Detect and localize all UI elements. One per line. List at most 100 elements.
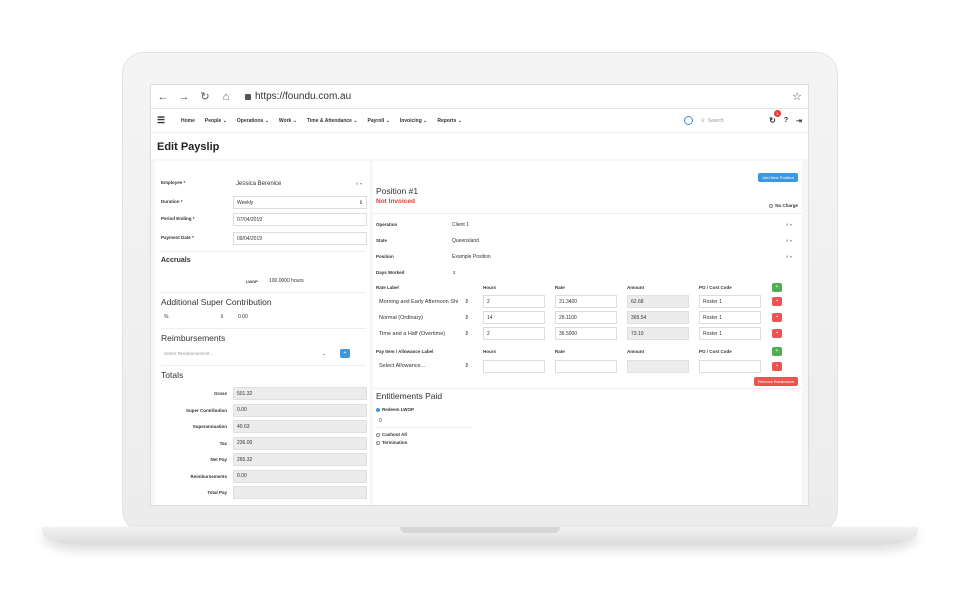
- rate-code-input[interactable]: Roster 1: [699, 327, 761, 340]
- nav-reports[interactable]: Reports ⌄: [437, 117, 462, 124]
- add-reimbursement-button[interactable]: +: [340, 349, 350, 358]
- nav-operations[interactable]: Operations ⌄: [236, 117, 269, 124]
- rate-amount-field: 62.68: [627, 295, 689, 308]
- allowance-select[interactable]: Select Allowance... ⇕: [376, 359, 472, 372]
- rate-column-header: Rate: [555, 285, 565, 290]
- termination-radio[interactable]: Termination: [376, 440, 407, 445]
- hamburger-icon[interactable]: ☰: [157, 115, 166, 125]
- delete-rate-button[interactable]: ▪: [772, 297, 782, 306]
- reload-icon[interactable]: ↻: [200, 91, 210, 103]
- duration-label: Duration *: [161, 199, 183, 204]
- laptop-notch: [400, 527, 560, 533]
- lwop-value: 100.0000 hours: [269, 278, 304, 284]
- position-select[interactable]: Example Position ✕ ▾: [449, 250, 795, 263]
- position-panel: Add New Position Position #1 Not Invoice…: [373, 161, 802, 505]
- total-value: [233, 486, 367, 499]
- no-charge-checkbox[interactable]: No Charge: [769, 203, 798, 208]
- back-icon[interactable]: ←: [157, 90, 169, 103]
- employee-label: Employee *: [161, 180, 186, 185]
- employee-select[interactable]: Jessica Berenice ✕ ▾: [233, 177, 365, 190]
- rate-value-input[interactable]: 31.3400: [555, 295, 617, 308]
- total-value: 0.00: [233, 469, 367, 483]
- bookmark-star-icon[interactable]: ☆: [792, 91, 802, 103]
- rate-hours-input[interactable]: 2: [483, 327, 545, 340]
- rate-label-select[interactable]: Morning and Early Afternoon Shi ⇕: [376, 295, 472, 308]
- position-label: Position: [376, 254, 394, 259]
- nav-home[interactable]: Home: [181, 117, 195, 124]
- globe-icon[interactable]: [684, 116, 694, 125]
- rate-column-header: Hours: [483, 285, 497, 290]
- divider: [161, 365, 366, 366]
- pay-item-column-header: Hours: [483, 349, 497, 354]
- home-icon[interactable]: ⌂: [222, 90, 230, 103]
- rate-value-input[interactable]: 36.5000: [555, 327, 617, 340]
- notification-icon[interactable]: ↻ 1: [769, 110, 781, 125]
- super-type-select[interactable]: % ⇕: [161, 310, 227, 323]
- logout-icon[interactable]: ⇥: [796, 117, 802, 125]
- rate-value-input[interactable]: 26.1100: [555, 311, 617, 324]
- search-input[interactable]: ⚲ Search: [701, 117, 724, 124]
- total-value: 265.32: [233, 453, 367, 466]
- address-bar[interactable]: https://foundu.com.au: [245, 91, 351, 102]
- lock-icon: [245, 93, 251, 100]
- notification-badge: 1: [773, 110, 781, 117]
- add-rate-button[interactable]: +: [772, 283, 782, 292]
- rate-column-header: Amount: [627, 285, 644, 290]
- add-allowance-button[interactable]: +: [772, 347, 782, 356]
- remove-breakdown-button[interactable]: Remove Breakdown: [753, 377, 798, 386]
- cashout-all-radio[interactable]: Cashout All: [376, 432, 407, 437]
- total-label: Reimbursements: [190, 473, 227, 479]
- delete-rate-button[interactable]: ▪: [772, 329, 782, 338]
- search-icon: ⚲: [701, 117, 705, 124]
- nav-invoicing[interactable]: Invoicing ⌄: [399, 117, 428, 124]
- pay-item-column-header: Pay Item / Allowance Label: [376, 349, 434, 354]
- rate-label-select[interactable]: Normal (Ordinary) ⇕: [376, 311, 472, 324]
- days-worked-label: Days Worked: [376, 270, 405, 275]
- lwop-label: LWOP: [246, 279, 258, 284]
- duration-select[interactable]: Weekly ⇕: [233, 196, 367, 209]
- rate-code-input[interactable]: Roster 1: [699, 295, 761, 308]
- position-title: Position #1: [376, 186, 419, 196]
- radio-selected-icon: [376, 407, 380, 412]
- totals-title: Totals: [161, 370, 184, 380]
- reimbursement-select[interactable]: Select Reimbursement... ⌄: [161, 347, 329, 360]
- total-label: Super Contribution: [186, 407, 227, 413]
- help-icon[interactable]: ?: [783, 117, 789, 124]
- forward-icon[interactable]: →: [178, 90, 190, 103]
- redeem-lwop-input[interactable]: 0: [376, 415, 472, 428]
- total-label: Net Pay: [210, 457, 227, 462]
- payment-date-input[interactable]: 09/04/2019: [233, 232, 367, 245]
- browser-window: ← → ↻ ⌂ https://foundu.com.au ☆ ☰ Home P…: [150, 84, 809, 506]
- total-value: 236.00: [233, 436, 367, 450]
- delete-rate-button[interactable]: ▪: [772, 313, 782, 322]
- rate-label-select[interactable]: Time and a Half (Overtime) ⇕: [376, 327, 472, 340]
- total-label: Total Pay: [207, 490, 227, 495]
- entitlements-title: Entitlements Paid: [376, 391, 443, 401]
- url-text: https://foundu.com.au: [255, 91, 352, 102]
- pay-item-column-header: PO / Cost Code: [699, 349, 732, 354]
- pay-item-column-header: Rate: [555, 349, 565, 354]
- rate-column-header: Rate Label: [376, 285, 399, 290]
- nav-work[interactable]: Work ⌄: [278, 117, 297, 124]
- add-new-position-button[interactable]: Add New Position: [758, 173, 798, 182]
- allowance-rate-input[interactable]: [555, 360, 617, 373]
- rate-hours-input[interactable]: 14: [483, 311, 545, 324]
- allowance-hours-input[interactable]: [483, 360, 545, 373]
- nav-time-attendance[interactable]: Time & Attendance ⌄: [306, 117, 358, 124]
- redeem-lwop-radio[interactable]: Redeem LWOP: [376, 407, 414, 412]
- state-select[interactable]: Queensland ✕ ▾: [449, 234, 795, 247]
- browser-toolbar: ← → ↻ ⌂ https://foundu.com.au ☆: [151, 85, 808, 109]
- rate-hours-input[interactable]: 2: [483, 295, 545, 308]
- allowance-code-input[interactable]: [699, 360, 761, 373]
- radio-icon: [376, 440, 380, 445]
- operation-select[interactable]: Client 1 ✕ ▾: [449, 218, 795, 231]
- rate-code-input[interactable]: Roster 1: [699, 311, 761, 324]
- period-ending-input[interactable]: 07/04/2019: [233, 213, 367, 226]
- nav-people[interactable]: People ⌄: [204, 117, 227, 124]
- allowance-amount-input: [627, 360, 689, 373]
- nav-payroll[interactable]: Payroll ⌄: [367, 117, 390, 124]
- state-label: State: [376, 238, 388, 243]
- delete-allowance-button[interactable]: ▪: [772, 362, 782, 371]
- rate-amount-field: 365.54: [627, 311, 689, 324]
- super-value-input[interactable]: 0.00: [235, 310, 367, 323]
